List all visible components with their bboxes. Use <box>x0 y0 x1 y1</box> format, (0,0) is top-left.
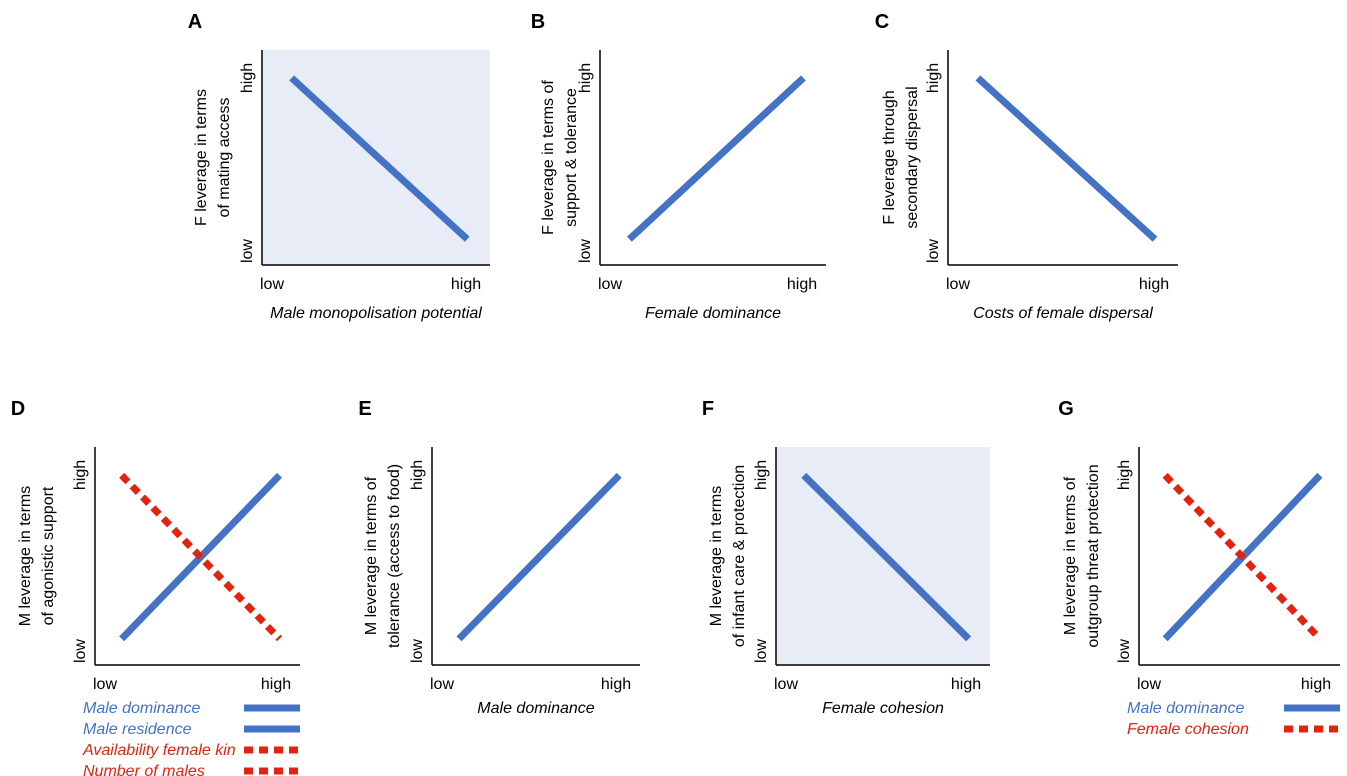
series-line-solid <box>289 75 470 242</box>
x-axis-label: Female dominance <box>645 305 781 322</box>
series-line-solid <box>801 472 972 642</box>
y-axis-label-line: M leverage in terms of <box>363 476 380 635</box>
y-axis-label-line: of infant care & protection <box>731 465 748 647</box>
y-tick-label: high <box>925 63 942 93</box>
y-axis-label-line: F leverage through <box>881 90 898 224</box>
x-tick-label: high <box>601 676 631 693</box>
y-tick-label: high <box>239 63 256 93</box>
series-line-dashed <box>1162 472 1323 642</box>
x-tick-label: low <box>1137 676 1161 693</box>
panel-letter: G <box>1058 398 1074 420</box>
panel-letter: A <box>188 11 202 33</box>
y-axis-label-line: of agonistic support <box>40 486 57 625</box>
y-tick-label: high <box>753 460 770 490</box>
y-axis-label-line: M leverage in terms <box>17 486 34 627</box>
y-tick-label: low <box>72 639 89 663</box>
x-tick-label: high <box>951 676 981 693</box>
x-axis-label: Male monopolisation potential <box>270 305 482 322</box>
x-tick-label: high <box>787 276 817 293</box>
x-tick-label: low <box>946 276 970 293</box>
legend-label: Male dominance <box>83 700 201 717</box>
series-line-solid <box>456 472 622 642</box>
y-tick-label: low <box>1116 639 1133 663</box>
x-tick-label: high <box>1139 276 1169 293</box>
panel-letter: F <box>702 398 714 420</box>
y-tick-label: high <box>409 460 426 490</box>
x-tick-label: low <box>598 276 622 293</box>
y-tick-label: high <box>1116 460 1133 490</box>
series-line-dashed <box>119 472 283 642</box>
legend-label: Male residence <box>83 721 192 738</box>
x-tick-label: high <box>261 676 291 693</box>
legend-label: Male dominance <box>1127 700 1245 717</box>
y-axis-label-line: outgroup threat protection <box>1085 464 1102 647</box>
y-tick-label: low <box>925 239 942 263</box>
legend-label: Female cohesion <box>1127 721 1249 738</box>
panel-letter: D <box>11 398 25 420</box>
series-line-solid <box>975 75 1158 242</box>
y-tick-label: low <box>577 239 594 263</box>
legend: Male dominance Female cohesion <box>1127 700 1340 738</box>
x-tick-label: low <box>774 676 798 693</box>
y-tick-label: high <box>72 460 89 490</box>
legend: Male dominance Male residence Availability… <box>82 700 300 776</box>
x-tick-label: high <box>451 276 481 293</box>
panel-letter: C <box>875 11 889 33</box>
y-axis-label-line: of mating access <box>216 97 233 217</box>
y-axis-label-line: M leverage in terms <box>708 486 725 627</box>
y-tick-label: low <box>239 239 256 263</box>
x-axis-label: Male dominance <box>477 700 595 717</box>
legend-label: Number of males <box>83 763 205 776</box>
y-axis-label-line: support & tolerance <box>563 88 580 227</box>
legend-label: Availability female kin <box>82 742 236 759</box>
panel-letter: E <box>358 398 371 420</box>
x-tick-label: low <box>430 676 454 693</box>
panel-letter: B <box>531 11 545 33</box>
y-axis-label-line: secondary dispersal <box>904 86 921 228</box>
y-tick-label: low <box>409 639 426 663</box>
y-tick-label: high <box>577 63 594 93</box>
y-tick-label: low <box>753 639 770 663</box>
y-axis-label-line: tolerance (access to food) <box>386 464 403 648</box>
y-axis-label-line: F leverage in terms of <box>540 80 557 235</box>
x-tick-label: low <box>260 276 284 293</box>
x-tick-label: high <box>1301 676 1331 693</box>
y-axis-label-line: M leverage in terms of <box>1062 476 1079 635</box>
series-line-solid <box>627 75 806 242</box>
x-axis-label: Costs of female dispersal <box>973 305 1153 322</box>
y-axis-label-line: F leverage in terms <box>193 89 210 226</box>
x-tick-label: low <box>93 676 117 693</box>
x-axis-label: Female cohesion <box>822 700 944 717</box>
